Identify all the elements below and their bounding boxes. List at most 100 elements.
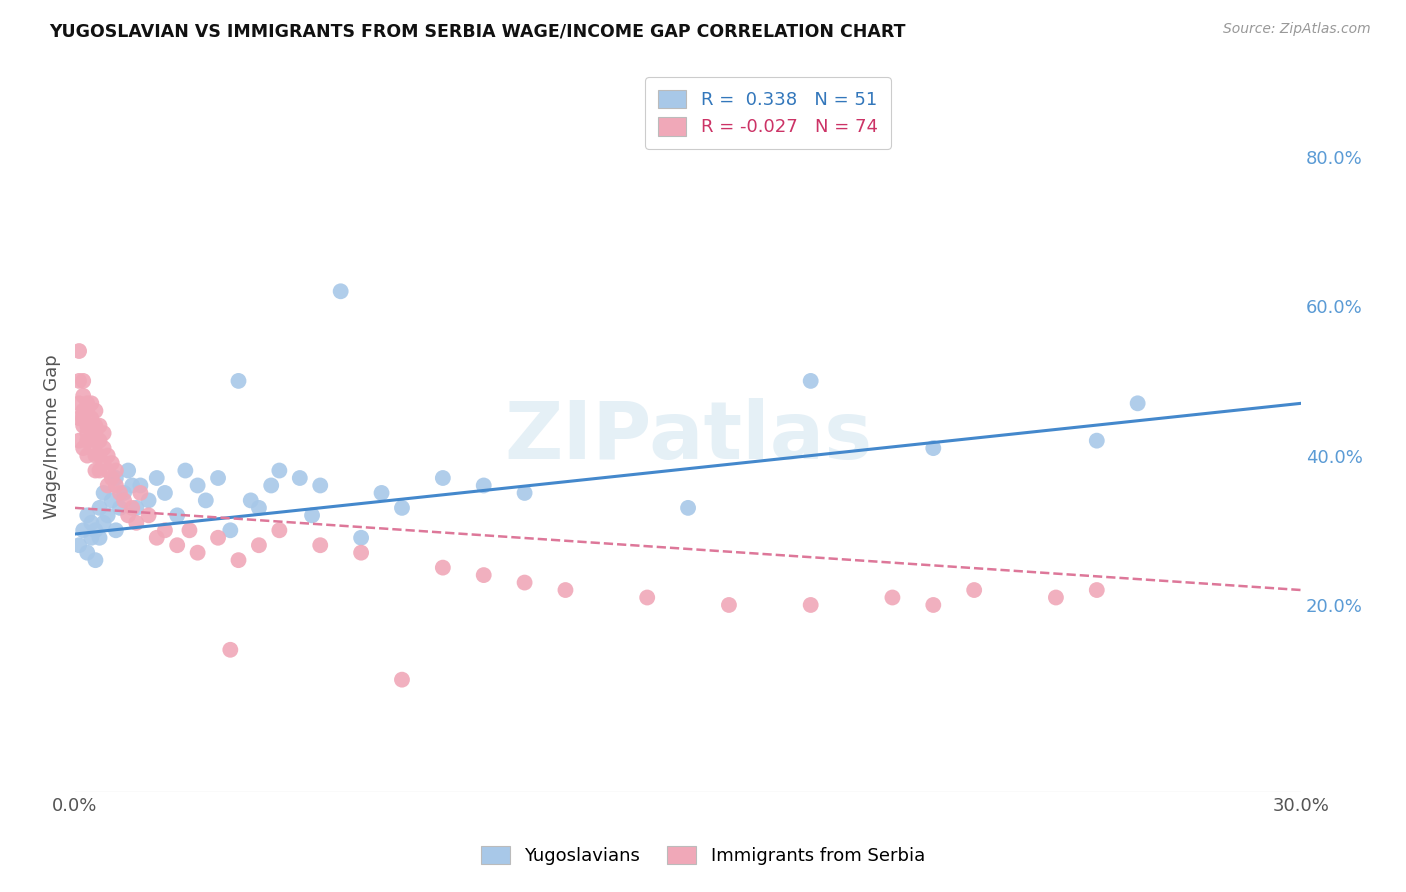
Point: [166, 538, 188, 552]
Point: [80, 531, 103, 545]
Point: [89, 464, 111, 478]
Point: [80, 396, 103, 410]
Point: [67, 344, 90, 359]
Point: [80, 418, 103, 433]
Point: [72, 411, 94, 425]
Point: [800, 598, 823, 612]
Point: [125, 516, 148, 530]
Point: [228, 374, 250, 388]
Point: [97, 449, 120, 463]
Point: [80, 441, 103, 455]
Point: [145, 471, 167, 485]
Point: [129, 486, 152, 500]
Point: [219, 642, 242, 657]
Point: [239, 493, 262, 508]
Point: [1085, 582, 1108, 597]
Point: [80, 516, 103, 530]
Point: [104, 464, 127, 478]
Point: [72, 404, 94, 418]
Point: [67, 434, 90, 448]
Point: [76, 508, 98, 523]
Point: [72, 389, 94, 403]
Text: YUGOSLAVIAN VS IMMIGRANTS FROM SERBIA WAGE/INCOME GAP CORRELATION CHART: YUGOSLAVIAN VS IMMIGRANTS FROM SERBIA WA…: [49, 22, 905, 40]
Point: [138, 508, 160, 523]
Point: [89, 449, 111, 463]
Point: [72, 418, 94, 433]
Point: [350, 546, 373, 560]
Point: [247, 500, 270, 515]
Point: [513, 486, 536, 500]
Point: [207, 471, 229, 485]
Point: [432, 560, 454, 574]
Point: [72, 523, 94, 537]
Point: [309, 478, 332, 492]
Point: [153, 523, 176, 537]
Point: [513, 575, 536, 590]
Point: [138, 493, 160, 508]
Point: [76, 404, 98, 418]
Point: [76, 434, 98, 448]
Point: [89, 434, 111, 448]
Point: [76, 396, 98, 410]
Point: [89, 531, 111, 545]
Point: [76, 426, 98, 441]
Legend: R =  0.338   N = 51, R = -0.027   N = 74: R = 0.338 N = 51, R = -0.027 N = 74: [645, 77, 890, 149]
Point: [117, 464, 139, 478]
Point: [67, 396, 90, 410]
Y-axis label: Wage/Income Gap: Wage/Income Gap: [44, 354, 60, 519]
Point: [93, 516, 115, 530]
Point: [301, 508, 323, 523]
Point: [108, 500, 131, 515]
Point: [432, 471, 454, 485]
Point: [101, 456, 124, 470]
Point: [1126, 396, 1149, 410]
Point: [84, 523, 107, 537]
Point: [104, 471, 127, 485]
Point: [194, 493, 217, 508]
Point: [93, 441, 115, 455]
Point: [922, 598, 945, 612]
Point: [89, 418, 111, 433]
Point: [72, 374, 94, 388]
Point: [288, 471, 311, 485]
Point: [93, 486, 115, 500]
Point: [112, 486, 135, 500]
Point: [101, 471, 124, 485]
Point: [84, 418, 107, 433]
Point: [121, 478, 143, 492]
Point: [84, 434, 107, 448]
Point: [76, 449, 98, 463]
Point: [247, 538, 270, 552]
Point: [67, 374, 90, 388]
Point: [84, 404, 107, 418]
Point: [260, 478, 283, 492]
Point: [97, 508, 120, 523]
Point: [179, 523, 201, 537]
Point: [76, 546, 98, 560]
Point: [80, 426, 103, 441]
Point: [97, 478, 120, 492]
Point: [101, 493, 124, 508]
Point: [472, 478, 495, 492]
Point: [84, 426, 107, 441]
Point: [129, 478, 152, 492]
Point: [391, 500, 413, 515]
Point: [104, 523, 127, 537]
Point: [187, 478, 209, 492]
Point: [309, 538, 332, 552]
Point: [104, 478, 127, 492]
Point: [1045, 591, 1067, 605]
Point: [80, 411, 103, 425]
Point: [370, 486, 392, 500]
Point: [174, 464, 197, 478]
Point: [882, 591, 904, 605]
Point: [554, 582, 576, 597]
Point: [145, 531, 167, 545]
Point: [269, 523, 291, 537]
Point: [93, 456, 115, 470]
Point: [717, 598, 740, 612]
Point: [922, 441, 945, 455]
Point: [153, 486, 176, 500]
Point: [76, 418, 98, 433]
Point: [1085, 434, 1108, 448]
